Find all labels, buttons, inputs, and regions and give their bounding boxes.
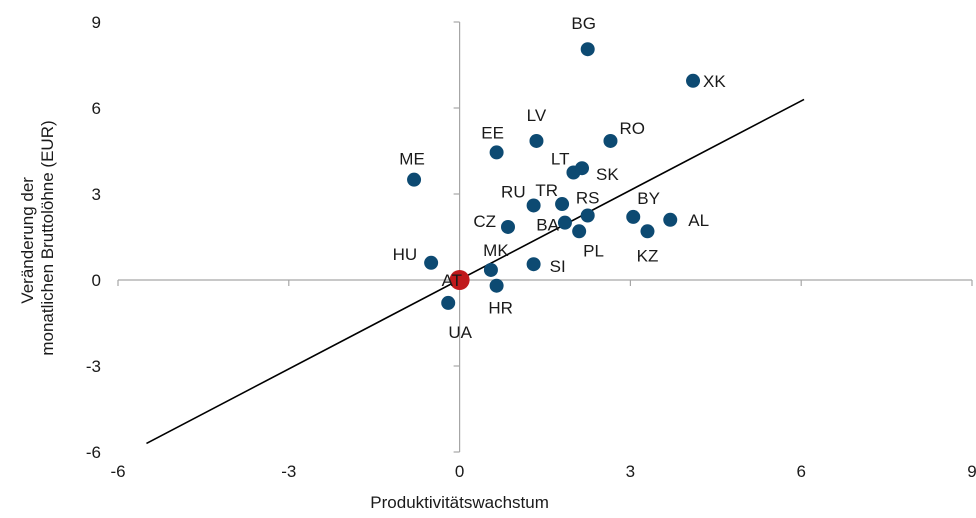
point-me: [407, 172, 422, 187]
point-hu: [424, 255, 439, 270]
point-label-xk: XK: [703, 72, 726, 91]
x-tick-label: -3: [281, 462, 296, 481]
point-sk: [575, 161, 590, 176]
point-hr: [489, 278, 504, 293]
point-label-al: AL: [688, 211, 709, 230]
point-rs: [580, 208, 595, 223]
point-label-ba: BA: [536, 216, 559, 235]
point-label-ua: UA: [448, 323, 472, 342]
point-by: [626, 209, 641, 224]
tick-labels: -6 -3 0 3 6 9 9 6 3 0 -3 -6: [86, 13, 976, 481]
y-tick-label: -6: [86, 443, 101, 462]
point-ua: [441, 295, 456, 310]
point-label-ro: RO: [619, 119, 645, 138]
x-tick-label: 0: [455, 462, 464, 481]
point-label-pl: PL: [583, 241, 604, 260]
point-label-kz: KZ: [637, 246, 659, 265]
point-label-sk: SK: [596, 165, 619, 184]
point-ee: [489, 145, 504, 160]
point-al: [663, 212, 678, 227]
point-pl: [572, 224, 587, 239]
trend-line: [146, 98, 805, 445]
point-tr: [555, 197, 570, 212]
data-points: [407, 42, 701, 310]
axes: [117, 21, 973, 453]
point-label-hr: HR: [488, 299, 513, 318]
y-tick-label: 9: [92, 13, 101, 32]
point-xk: [686, 73, 701, 88]
x-tick-label: 3: [626, 462, 635, 481]
point-label-lt: LT: [551, 150, 570, 169]
point-label-tr: TR: [535, 181, 558, 200]
y-tick-label: 6: [92, 99, 101, 118]
x-tick-label: 6: [796, 462, 805, 481]
point-label-bg: BG: [571, 14, 596, 33]
x-axis-title: Produktivitätswachstum: [370, 493, 549, 512]
point-bg: [580, 42, 595, 57]
point-label-mk: MK: [483, 241, 509, 260]
point-label-si: SI: [550, 257, 566, 276]
y-tick-label: -3: [86, 357, 101, 376]
point-label-by: BY: [637, 189, 660, 208]
point-cz: [500, 219, 515, 234]
point-ru: [526, 198, 541, 213]
x-tick-label: 9: [967, 462, 976, 481]
point-lv: [529, 133, 544, 148]
x-tick-label: -6: [110, 462, 125, 481]
y-axis-title-line-2: monatlichen Bruttolöhne (EUR): [38, 120, 57, 355]
point-label-cz: CZ: [473, 212, 496, 231]
point-label-rs: RS: [576, 189, 600, 208]
point-mk: [483, 262, 498, 277]
point-labels: BG XK LV RO EE LT SK ME RU TR RS BY AL CZ BA PL KZ HU AT MK…: [393, 14, 727, 342]
y-tick-label: 0: [92, 271, 101, 290]
y-axis-title: Veränderung der monatlichen Bruttolöhne …: [18, 120, 57, 355]
point-label-ee: EE: [481, 123, 504, 142]
point-label-hu: HU: [393, 245, 418, 264]
point-label-at: AT: [442, 271, 462, 290]
point-kz: [640, 224, 655, 239]
point-si: [526, 257, 541, 272]
y-axis-title-line-1: Veränderung der: [18, 177, 37, 304]
point-label-lv: LV: [527, 106, 547, 125]
point-label-me: ME: [399, 150, 425, 169]
point-ro: [603, 133, 618, 148]
point-label-ru: RU: [501, 182, 526, 201]
point-ba: [557, 215, 572, 230]
y-tick-label: 3: [92, 185, 101, 204]
point-at: [449, 270, 470, 290]
